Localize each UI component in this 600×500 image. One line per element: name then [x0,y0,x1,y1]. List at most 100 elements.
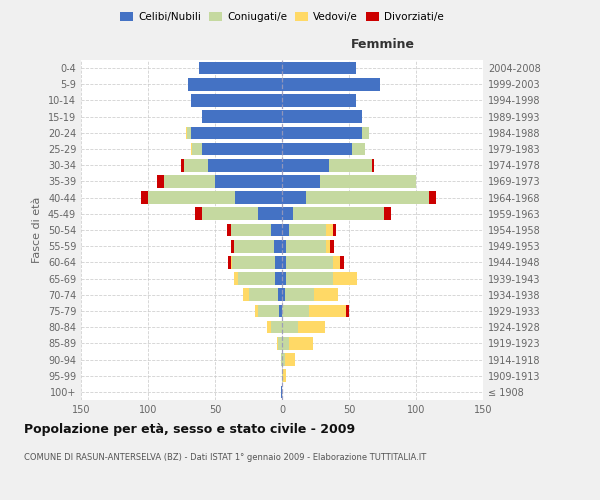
Bar [275,256,282,268]
Bar [282,208,293,220]
Bar [142,192,148,204]
Bar [157,175,164,188]
Bar [191,142,192,156]
Bar [282,62,356,74]
Bar [282,159,329,172]
Bar [238,272,275,285]
Bar [282,94,356,107]
Bar [333,256,340,268]
Legend: Celibi/Nubili, Coniugati/e, Vedovi/e, Divorziati/e: Celibi/Nubili, Coniugati/e, Vedovi/e, Di… [116,8,448,26]
Bar [231,240,234,252]
Bar [384,208,391,220]
Bar [229,256,231,268]
Bar [275,272,282,285]
Bar [184,159,208,172]
Bar [282,256,286,268]
Bar [280,304,282,318]
Bar [282,192,306,204]
Bar [282,240,286,252]
Text: Femmine: Femmine [350,38,415,52]
Bar [283,370,286,382]
Bar [289,337,313,349]
Bar [282,272,286,285]
Bar [286,272,333,285]
Bar [281,386,282,398]
Bar [430,192,436,204]
Bar [352,142,365,156]
Bar [282,110,362,123]
Bar [282,337,289,349]
Bar [271,321,282,334]
Bar [282,78,380,90]
Bar [248,288,278,301]
Bar [192,142,202,156]
Bar [333,224,335,236]
Bar [293,208,384,220]
Bar [255,304,258,318]
Bar [282,126,362,139]
Bar [309,304,346,318]
Bar [188,78,282,90]
Bar [282,353,284,366]
Bar [231,256,232,268]
Bar [234,272,238,285]
Bar [282,175,320,188]
Bar [274,240,282,252]
Bar [232,256,275,268]
Bar [243,288,248,301]
Bar [362,126,369,139]
Bar [277,337,278,349]
Bar [281,353,282,366]
Bar [372,159,374,172]
Bar [346,304,349,318]
Bar [282,288,284,301]
Text: COMUNE DI RASUN-ANTERSELVA (BZ) - Dati ISTAT 1° gennaio 2009 - Elaborazione TUTT: COMUNE DI RASUN-ANTERSELVA (BZ) - Dati I… [24,452,426,462]
Text: Popolazione per età, sesso e stato civile - 2009: Popolazione per età, sesso e stato civil… [24,422,355,436]
Bar [202,208,258,220]
Bar [258,208,282,220]
Bar [314,288,338,301]
Bar [340,256,344,268]
Bar [282,224,289,236]
Bar [227,224,231,236]
Bar [326,224,333,236]
Bar [278,337,282,349]
Bar [215,175,282,188]
Bar [235,192,282,204]
Bar [286,240,326,252]
Bar [271,224,282,236]
Bar [191,126,282,139]
Bar [282,370,283,382]
Bar [289,224,326,236]
Bar [187,126,191,139]
Bar [278,288,282,301]
Bar [286,256,333,268]
Bar [202,110,282,123]
Bar [148,192,235,204]
Bar [282,142,352,156]
Bar [231,224,271,236]
Bar [234,240,274,252]
Bar [320,175,416,188]
Bar [326,240,330,252]
Bar [267,321,271,334]
Bar [258,304,280,318]
Bar [185,126,187,139]
Bar [329,159,372,172]
Y-axis label: Fasce di età: Fasce di età [32,197,42,263]
Bar [195,208,202,220]
Bar [202,142,282,156]
Bar [164,175,215,188]
Bar [182,159,184,172]
Bar [282,321,298,334]
Bar [199,62,282,74]
Bar [298,321,325,334]
Bar [282,304,309,318]
Bar [284,288,314,301]
Bar [333,272,357,285]
Bar [208,159,282,172]
Bar [284,353,295,366]
Bar [306,192,430,204]
Bar [191,94,282,107]
Bar [330,240,334,252]
